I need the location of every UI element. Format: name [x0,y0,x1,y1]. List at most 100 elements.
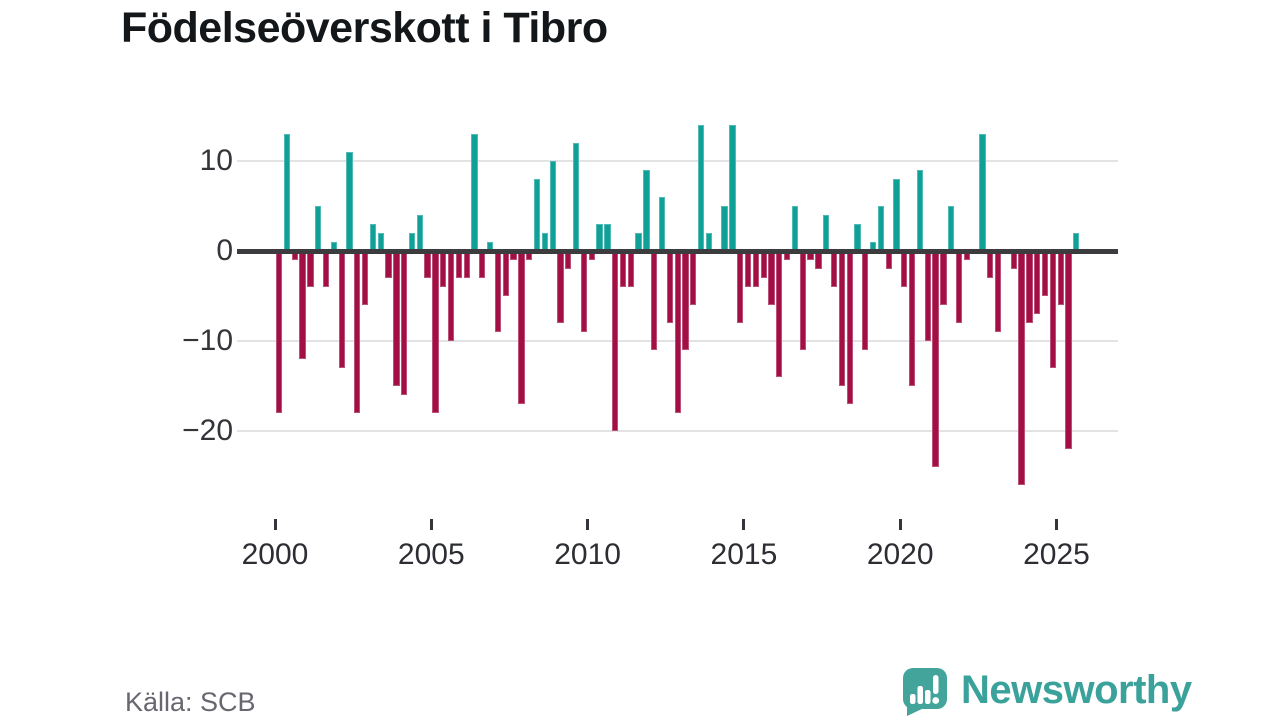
chart-title: Födelseöverskott i Tibro [121,4,608,52]
bar-2009-q4 [580,251,588,332]
bar-2015-q4 [768,251,775,305]
bar-2011-q2 [627,251,634,287]
bar-2002-q3 [354,251,361,413]
bar-2010-q4 [612,251,619,431]
x-axis-label-2005: 2005 [397,538,465,571]
bar-2021-q4 [955,251,963,323]
bar-2023-q1 [994,251,1002,332]
bar-2020-q3 [916,170,924,251]
bar-2023-q3 [1010,251,1017,269]
bar-2005-q3 [447,251,455,341]
bar-2010-q2 [596,224,603,251]
bar-2022-q3 [979,134,986,251]
y-axis-label--10: −10 [182,324,233,357]
newsworthy-wordmark: Newsworthy [961,668,1192,712]
bar-2006-q1 [463,251,470,278]
bar-2017-q2 [815,251,822,269]
x-axis-tick-2000 [273,519,277,530]
bar-2008-q4 [549,161,556,251]
gridline-y-20 [237,430,1118,432]
bar-2011-q1 [619,251,627,287]
bar-2017-q3 [823,215,830,251]
bar-2007-q4 [518,251,525,404]
bar-2014-q3 [729,125,736,251]
bar-2012-q1 [651,251,658,350]
bar-2015-q2 [752,251,760,287]
bar-2007-q2 [502,251,509,296]
source-label: Källa: SCB [125,687,256,717]
bar-2019-q2 [877,206,885,251]
bar-2003-q4 [393,251,400,386]
bar-2015-q1 [744,251,752,287]
bar-2005-q4 [455,251,463,278]
bar-2024-q3 [1041,251,1049,296]
bar-2020-q1 [901,251,908,287]
y-axis-label-0: 0 [216,234,233,267]
bar-2025-q1 [1057,251,1064,305]
bar-2024-q2 [1034,251,1041,314]
bar-2004-q1 [401,251,408,395]
y-axis-label--20: −20 [182,414,233,447]
bar-2020-q2 [909,251,916,386]
bar-2009-q1 [557,251,564,323]
bar-2009-q3 [572,143,580,251]
bar-2002-q4 [361,251,369,305]
x-axis-tick-2005 [429,519,433,530]
bar-2019-q3 [885,251,892,269]
x-axis-label-2000: 2000 [241,538,309,571]
bar-2022-q4 [987,251,994,278]
bar-2012-q3 [666,251,674,323]
bar-2014-q2 [721,206,728,251]
bar-2018-q4 [862,251,869,350]
bar-2020-q4 [924,251,931,341]
bar-2015-q3 [760,251,767,278]
bar-2016-q3 [791,206,799,251]
bar-2011-q4 [643,170,650,251]
x-axis-tick-2015 [742,519,746,530]
bar-2001-q1 [307,251,314,287]
bar-2024-q4 [1049,251,1056,368]
newsworthy-brand: Newsworthy [902,667,1192,717]
bar-2012-q4 [674,251,681,413]
bar-2024-q1 [1026,251,1033,323]
x-axis-tick-2010 [586,519,590,530]
bar-2013-q1 [682,251,689,350]
newsworthy-logo-icon [903,668,947,716]
bar-2016-q4 [799,251,806,350]
bar-2003-q3 [385,251,392,278]
bar-2002-q1 [338,251,345,368]
bar-2004-q4 [424,251,431,278]
bar-2009-q2 [565,251,572,269]
gridline-y10 [237,160,1118,162]
bar-2019-q4 [893,179,900,251]
bar-2025-q2 [1065,251,1072,449]
bar-2002-q2 [346,152,353,251]
bar-2021-q3 [948,206,955,251]
bar-2005-q2 [440,251,447,287]
bar-2000-q4 [299,251,306,359]
bar-2014-q4 [737,251,744,323]
x-axis-label-2015: 2015 [710,538,778,571]
x-axis-label-2010: 2010 [554,538,621,571]
bar-2016-q1 [776,251,783,377]
bar-2003-q1 [369,224,377,251]
bar-2006-q3 [479,251,486,278]
bar-2005-q1 [432,251,439,413]
x-axis-label-2020: 2020 [866,538,934,571]
x-axis-zero-line [237,248,1118,254]
y-axis-label-10: 10 [199,144,233,177]
bar-2004-q3 [416,215,423,251]
x-axis-tick-2025 [1055,519,1058,530]
bar-2013-q3 [698,125,705,251]
bar-2023-q4 [1018,251,1025,485]
bar-2017-q4 [830,251,838,287]
x-axis-tick-2020 [898,519,902,530]
bar-2001-q3 [322,251,330,287]
bar-2018-q2 [846,251,853,404]
bar-2018-q3 [854,224,861,251]
bar-2012-q2 [658,197,666,251]
bar-2007-q1 [494,251,502,332]
bar-2000-q2 [283,134,291,251]
